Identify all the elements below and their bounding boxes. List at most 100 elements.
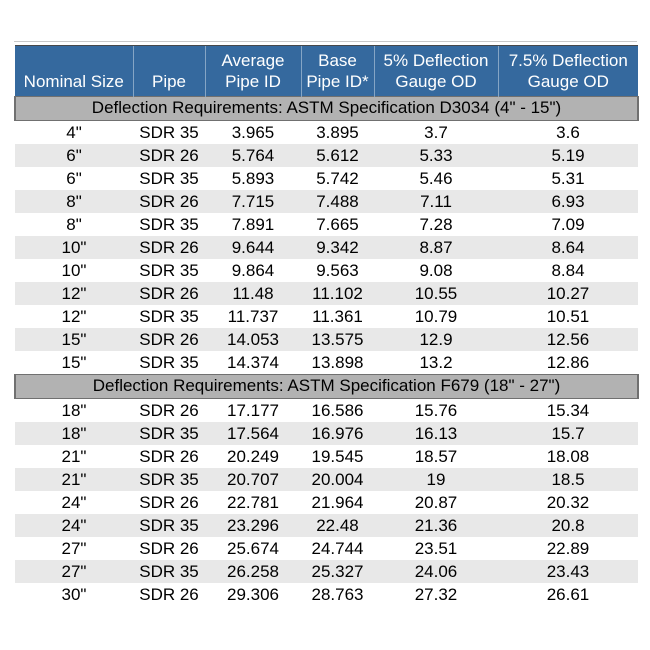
table-cell-pipe: SDR 26 bbox=[133, 236, 205, 259]
top-divider-line bbox=[14, 41, 637, 42]
table-cell-average-pipe-id: 7.891 bbox=[205, 213, 301, 236]
table-cell-average-pipe-id: 26.258 bbox=[205, 560, 301, 583]
table-cell-nominal-size: 10" bbox=[15, 259, 133, 282]
table-cell-nominal-size: 24" bbox=[15, 491, 133, 514]
table-cell-nominal-size: 30" bbox=[15, 583, 133, 606]
table-cell-deflection-5-gauge-od: 16.13 bbox=[374, 422, 498, 445]
table-cell-pipe: SDR 26 bbox=[133, 445, 205, 468]
table-cell-deflection-7-5-gauge-od: 12.56 bbox=[498, 328, 638, 351]
table-cell-average-pipe-id: 25.674 bbox=[205, 537, 301, 560]
table-row: 8" SDR 26 7.715 7.488 7.11 6.93 bbox=[15, 190, 638, 213]
table-body: Deflection Requirements: ASTM Specificat… bbox=[14, 96, 639, 606]
table-row: 18" SDR 35 17.564 16.976 16.13 15.7 bbox=[15, 422, 638, 445]
table-cell-deflection-5-gauge-od: 9.08 bbox=[374, 259, 498, 282]
table-cell-pipe: SDR 26 bbox=[133, 491, 205, 514]
column-header-line: Average bbox=[221, 51, 285, 70]
table-cell-nominal-size: 18" bbox=[15, 398, 133, 422]
column-header-deflection-7-5-gauge-od: 7.5% Deflection Gauge OD bbox=[497, 45, 638, 97]
table-row: 24" SDR 26 22.781 21.964 20.87 20.32 bbox=[15, 491, 638, 514]
column-header-line: Gauge OD bbox=[395, 72, 477, 91]
table-cell-average-pipe-id: 7.715 bbox=[205, 190, 301, 213]
pipe-deflection-table: Nominal Size Pipe Average Pipe ID Base Pipe I… bbox=[14, 45, 639, 606]
table-row: 30" SDR 26 29.306 28.763 27.32 26.61 bbox=[15, 583, 638, 606]
table-row: 12" SDR 26 11.48 11.102 10.55 10.27 bbox=[15, 282, 638, 305]
column-header-line: 5% Deflection bbox=[383, 51, 489, 70]
column-header-base-pipe-id: Base Pipe ID* bbox=[300, 45, 374, 97]
table-cell-nominal-size: 27" bbox=[15, 537, 133, 560]
table-cell-deflection-5-gauge-od: 10.55 bbox=[374, 282, 498, 305]
table-cell-deflection-5-gauge-od: 7.28 bbox=[374, 213, 498, 236]
column-header-deflection-5-gauge-od: 5% Deflection Gauge OD bbox=[373, 45, 498, 97]
table-cell-nominal-size: 15" bbox=[15, 351, 133, 375]
table-cell-deflection-5-gauge-od: 13.2 bbox=[374, 351, 498, 375]
table-cell-deflection-5-gauge-od: 19 bbox=[374, 468, 498, 491]
table-cell-base-pipe-id: 9.342 bbox=[301, 236, 374, 259]
table-cell-average-pipe-id: 9.864 bbox=[205, 259, 301, 282]
table-cell-deflection-7-5-gauge-od: 8.64 bbox=[498, 236, 638, 259]
section-header-title: Deflection Requirements: ASTM Specificat… bbox=[14, 96, 639, 121]
table-row: 21" SDR 35 20.707 20.004 19 18.5 bbox=[15, 468, 638, 491]
table-cell-base-pipe-id: 9.563 bbox=[301, 259, 374, 282]
table-cell-pipe: SDR 35 bbox=[133, 560, 205, 583]
table-cell-deflection-7-5-gauge-od: 23.43 bbox=[498, 560, 638, 583]
table-cell-nominal-size: 8" bbox=[15, 190, 133, 213]
table-cell-deflection-5-gauge-od: 18.57 bbox=[374, 445, 498, 468]
table-cell-pipe: SDR 26 bbox=[133, 328, 205, 351]
column-header-line: Base bbox=[318, 51, 357, 70]
table-cell-deflection-7-5-gauge-od: 15.7 bbox=[498, 422, 638, 445]
table-row: 6" SDR 35 5.893 5.742 5.46 5.31 bbox=[15, 167, 638, 190]
table-cell-deflection-5-gauge-od: 20.87 bbox=[374, 491, 498, 514]
table-cell-base-pipe-id: 25.327 bbox=[301, 560, 374, 583]
column-header-line: Pipe bbox=[151, 72, 187, 91]
table-row: 8" SDR 35 7.891 7.665 7.28 7.09 bbox=[15, 213, 638, 236]
table-cell-pipe: SDR 35 bbox=[133, 351, 205, 375]
table-cell-base-pipe-id: 19.545 bbox=[301, 445, 374, 468]
table-cell-deflection-7-5-gauge-od: 10.51 bbox=[498, 305, 638, 328]
table-cell-base-pipe-id: 21.964 bbox=[301, 491, 374, 514]
table-row: 27" SDR 26 25.674 24.744 23.51 22.89 bbox=[15, 537, 638, 560]
table-cell-deflection-5-gauge-od: 12.9 bbox=[374, 328, 498, 351]
table-cell-nominal-size: 10" bbox=[15, 236, 133, 259]
table-cell-pipe: SDR 35 bbox=[133, 305, 205, 328]
table-cell-nominal-size: 15" bbox=[15, 328, 133, 351]
section-header-title: Deflection Requirements: ASTM Specificat… bbox=[14, 374, 639, 399]
table-cell-deflection-7-5-gauge-od: 7.09 bbox=[498, 213, 638, 236]
table-cell-nominal-size: 12" bbox=[15, 305, 133, 328]
table-cell-deflection-5-gauge-od: 10.79 bbox=[374, 305, 498, 328]
table-cell-deflection-7-5-gauge-od: 5.19 bbox=[498, 144, 638, 167]
table-cell-pipe: SDR 26 bbox=[133, 537, 205, 560]
table-cell-deflection-5-gauge-od: 7.11 bbox=[374, 190, 498, 213]
table-cell-pipe: SDR 26 bbox=[133, 190, 205, 213]
table-row: 6" SDR 26 5.764 5.612 5.33 5.19 bbox=[15, 144, 638, 167]
table-cell-nominal-size: 18" bbox=[15, 422, 133, 445]
section-header-row: Deflection Requirements: ASTM Specificat… bbox=[14, 96, 639, 121]
table-cell-deflection-7-5-gauge-od: 22.89 bbox=[498, 537, 638, 560]
table-cell-nominal-size: 4" bbox=[15, 120, 133, 144]
table-cell-deflection-5-gauge-od: 5.46 bbox=[374, 167, 498, 190]
table-cell-deflection-7-5-gauge-od: 12.86 bbox=[498, 351, 638, 375]
table-cell-pipe: SDR 35 bbox=[133, 259, 205, 282]
table-cell-base-pipe-id: 11.102 bbox=[301, 282, 374, 305]
table-cell-deflection-7-5-gauge-od: 26.61 bbox=[498, 583, 638, 606]
column-header-line: Gauge OD bbox=[527, 72, 609, 91]
table-cell-deflection-7-5-gauge-od: 8.84 bbox=[498, 259, 638, 282]
table-row: 4" SDR 35 3.965 3.895 3.7 3.6 bbox=[15, 120, 638, 144]
table-cell-average-pipe-id: 17.564 bbox=[205, 422, 301, 445]
table-cell-deflection-7-5-gauge-od: 6.93 bbox=[498, 190, 638, 213]
table-cell-deflection-7-5-gauge-od: 20.8 bbox=[498, 514, 638, 537]
table-cell-nominal-size: 12" bbox=[15, 282, 133, 305]
table-cell-deflection-7-5-gauge-od: 18.08 bbox=[498, 445, 638, 468]
table-cell-average-pipe-id: 23.296 bbox=[205, 514, 301, 537]
table-cell-nominal-size: 24" bbox=[15, 514, 133, 537]
table-cell-average-pipe-id: 17.177 bbox=[205, 398, 301, 422]
table-cell-nominal-size: 21" bbox=[15, 468, 133, 491]
table-cell-base-pipe-id: 24.744 bbox=[301, 537, 374, 560]
table-cell-pipe: SDR 35 bbox=[133, 213, 205, 236]
table-cell-base-pipe-id: 3.895 bbox=[301, 120, 374, 144]
table-cell-average-pipe-id: 14.374 bbox=[205, 351, 301, 375]
table-cell-nominal-size: 6" bbox=[15, 144, 133, 167]
table-cell-deflection-5-gauge-od: 21.36 bbox=[374, 514, 498, 537]
table-cell-base-pipe-id: 16.976 bbox=[301, 422, 374, 445]
table-cell-base-pipe-id: 5.742 bbox=[301, 167, 374, 190]
table-row: 24" SDR 35 23.296 22.48 21.36 20.8 bbox=[15, 514, 638, 537]
